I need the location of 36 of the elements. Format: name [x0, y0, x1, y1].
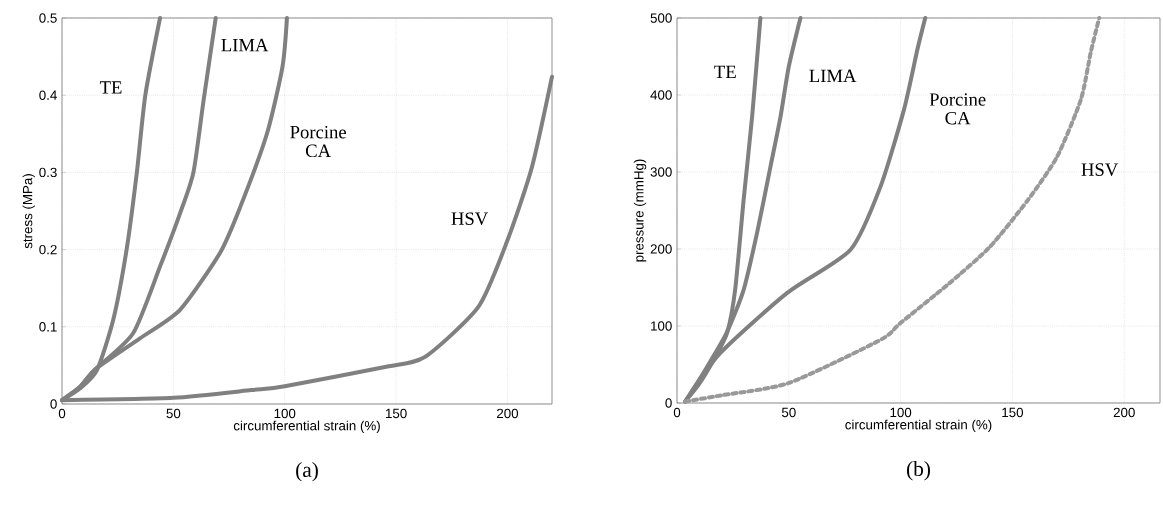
x-tick-label: 100: [274, 408, 296, 419]
x-tick-label: 150: [386, 408, 407, 419]
y-tick-label: 0.5: [39, 13, 57, 23]
x-axis-title: circumferential strain (%): [233, 420, 380, 434]
y-tick-label: 0.3: [39, 167, 57, 178]
series-label: LIMA: [809, 69, 857, 82]
series-label: HSV: [1081, 163, 1119, 177]
series-label: Porcine CA: [290, 125, 346, 158]
x-tick-label: 100: [890, 407, 912, 418]
y-axis-title: stress (MPa): [22, 174, 35, 249]
x-tick-label: 50: [781, 407, 796, 418]
series-label: HSV: [451, 212, 489, 226]
y-tick-label: 100: [651, 321, 672, 331]
series-label: Porcine CA: [929, 93, 986, 125]
x-tick-label: 150: [1002, 407, 1024, 418]
y-tick-label: 400: [650, 90, 672, 100]
text: (a): [296, 462, 318, 482]
y-tick-label: 0.1: [39, 322, 57, 332]
x-axis-title: circumferential strain (%): [845, 419, 992, 433]
y-tick-label: 300: [650, 167, 672, 177]
y-axis-title: pressure (mmHg): [633, 159, 647, 262]
x-tick-label: 0: [58, 408, 66, 419]
y-tick-label: 0: [665, 398, 672, 408]
x-tick-label: 0: [673, 407, 681, 418]
x-tick-label: 50: [166, 408, 181, 419]
series-label: TE: [714, 65, 736, 79]
y-tick-label: 0: [50, 399, 57, 409]
x-tick-label: 200: [497, 408, 519, 419]
y-tick-label: 200: [650, 244, 672, 254]
series-label: LIMA: [221, 38, 269, 52]
y-tick-label: 0.4: [39, 90, 57, 100]
y-tick-label: 500: [650, 13, 672, 23]
x-tick-label: 200: [1113, 407, 1135, 418]
text: (b): [907, 461, 931, 481]
y-tick-label: 0.2: [39, 244, 57, 255]
series-label: TE: [99, 81, 122, 94]
